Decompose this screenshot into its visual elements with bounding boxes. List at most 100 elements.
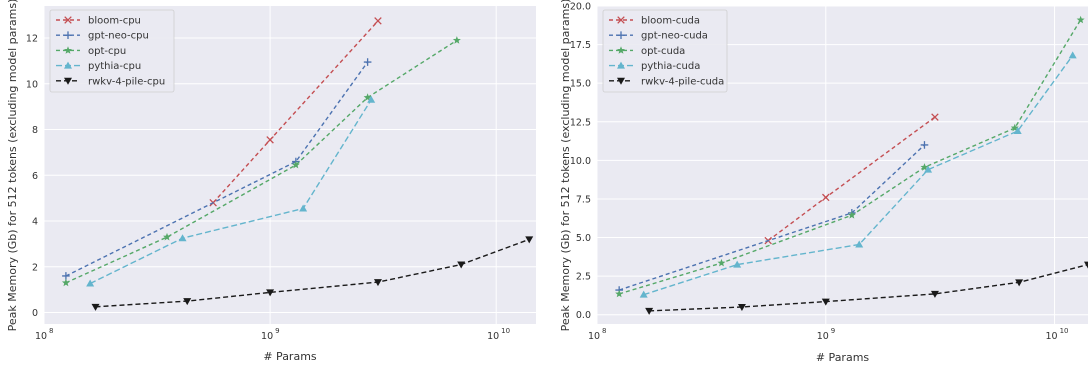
data-point-bloom-cuda	[822, 193, 830, 202]
data-point-opt-cuda	[717, 258, 726, 267]
data-point-rwkv-4-pile-cpu	[457, 261, 466, 269]
y-tick-label: 2	[32, 262, 38, 273]
data-point-rwkv-4-pile-cuda	[645, 307, 654, 315]
legend-label: rwkv-4-pile-cpu	[88, 76, 165, 87]
y-tick-label: 10.0	[570, 156, 591, 167]
x-tick-label: 10	[35, 331, 47, 342]
legend-marker	[617, 16, 625, 24]
y-tick-label: 6	[32, 171, 38, 182]
x-tick-label: 10	[487, 331, 499, 342]
x-tick-label: 10	[1046, 331, 1058, 342]
legend-label: pythia-cpu	[88, 61, 141, 72]
series-line-pythia-cuda	[643, 54, 1074, 296]
legend-marker	[64, 77, 72, 85]
data-point-pythia-cpu	[178, 234, 187, 242]
x-tick-exponent: 10	[501, 327, 510, 335]
data-point-rwkv-4-pile-cpu	[183, 298, 192, 306]
legend-marker	[64, 46, 72, 54]
data-point-pythia-cuda	[1068, 51, 1077, 59]
legend: bloom-cpu gpt-neo-cpu opt-cpu pythia-cpu rwk…	[49, 9, 175, 93]
x-tick-exponent: 8	[49, 327, 53, 335]
legend-label: opt-cuda	[641, 46, 685, 57]
y-tick-label: 20.0	[570, 2, 591, 13]
y-axis-label: Peak Memory (Gb) for 512 tokens (excludi…	[559, 0, 572, 331]
x-tick-label: 10	[261, 331, 273, 342]
legend-label: pythia-cuda	[641, 61, 700, 72]
legend-label: gpt-neo-cuda	[641, 31, 708, 42]
legend-box	[49, 9, 175, 93]
data-point-bloom-cpu	[266, 136, 274, 144]
y-tick-label: 12	[26, 34, 38, 45]
data-point-rwkv-4-pile-cuda	[737, 304, 746, 312]
y-tick-label: 7.5	[576, 194, 591, 205]
data-point-opt-cuda	[920, 163, 929, 171]
y-axis-label: Peak Memory (Gb) for 512 tokens (excludi…	[6, 0, 19, 331]
x-tick-label: 10	[817, 331, 829, 342]
series-line-gpt-neo-cpu	[65, 61, 369, 277]
data-point-pythia-cpu	[367, 95, 376, 103]
y-tick-label: 17.5	[570, 40, 591, 51]
data-point-opt-cuda	[1076, 15, 1085, 24]
data-point-opt-cuda	[1010, 123, 1019, 132]
chart-panel-2: 0.02.55.07.510.012.515.017.520.010 8 10 9 10…	[559, 0, 1088, 364]
data-point-rwkv-4-pile-cuda	[1084, 261, 1088, 269]
data-point-gpt-neo-cuda	[920, 141, 929, 149]
legend-box	[602, 9, 728, 93]
legend-marker	[64, 16, 72, 24]
legend-marker	[617, 46, 625, 54]
x-tick-exponent: 10	[1060, 327, 1069, 335]
series-group	[61, 17, 534, 311]
x-tick-exponent: 8	[602, 327, 606, 335]
y-tick-label: 15.0	[570, 79, 591, 90]
data-point-rwkv-4-pile-cpu	[373, 279, 382, 287]
data-point-pythia-cpu	[86, 279, 95, 287]
data-point-rwkv-4-pile-cpu	[525, 236, 534, 244]
legend-marker	[617, 77, 625, 85]
data-point-pythia-cuda	[733, 260, 742, 268]
data-point-pythia-cpu	[299, 204, 308, 212]
data-point-pythia-cuda	[1013, 127, 1022, 135]
legend-label: gpt-neo-cpu	[88, 31, 149, 42]
y-tick-label: 2.5	[576, 272, 591, 283]
data-point-pythia-cuda	[639, 290, 648, 298]
data-point-rwkv-4-pile-cuda	[1015, 279, 1024, 287]
series-line-rwkv-4-pile-cpu	[95, 238, 530, 308]
data-point-pythia-cuda	[855, 240, 864, 248]
x-axis-label: # Params	[816, 351, 870, 364]
y-tick-label: 12.5	[570, 117, 591, 128]
series-line-opt-cpu	[65, 39, 458, 284]
data-point-gpt-neo-cpu	[363, 58, 372, 66]
legend-marker	[64, 61, 72, 69]
legend-label: rwkv-4-pile-cuda	[641, 76, 724, 87]
legend-label: opt-cpu	[88, 46, 126, 57]
data-point-opt-cuda	[615, 289, 624, 298]
data-point-opt-cuda	[847, 210, 856, 219]
series-group	[615, 15, 1088, 315]
data-point-bloom-cuda	[931, 113, 939, 121]
data-point-pythia-cuda	[924, 165, 933, 173]
y-tick-label: 5.0	[576, 233, 591, 244]
data-point-opt-cpu	[61, 278, 70, 287]
legend: bloom-cuda gpt-neo-cuda opt-cuda pythia-cud…	[602, 9, 728, 93]
y-tick-label: 0.0	[576, 310, 591, 321]
x-tick-exponent: 9	[831, 327, 835, 335]
series-line-opt-cuda	[618, 19, 1082, 295]
legend-marker	[617, 31, 625, 39]
legend-marker	[617, 61, 625, 69]
x-axis-label: # Params	[263, 350, 317, 363]
data-point-opt-cpu	[363, 93, 372, 101]
y-tick-label: 4	[32, 217, 38, 228]
data-point-opt-cpu	[163, 232, 171, 241]
data-point-rwkv-4-pile-cpu	[266, 289, 275, 297]
data-point-gpt-neo-cpu	[62, 272, 70, 280]
data-point-rwkv-4-pile-cuda	[930, 290, 939, 298]
data-point-bloom-cpu	[374, 17, 382, 25]
series-line-pythia-cpu	[89, 99, 372, 285]
legend-label: bloom-cuda	[641, 16, 700, 27]
y-tick-label: 8	[32, 125, 38, 136]
data-point-rwkv-4-pile-cuda	[821, 298, 830, 306]
y-tick-label: 0	[32, 308, 38, 319]
x-tick-exponent: 9	[275, 327, 279, 335]
